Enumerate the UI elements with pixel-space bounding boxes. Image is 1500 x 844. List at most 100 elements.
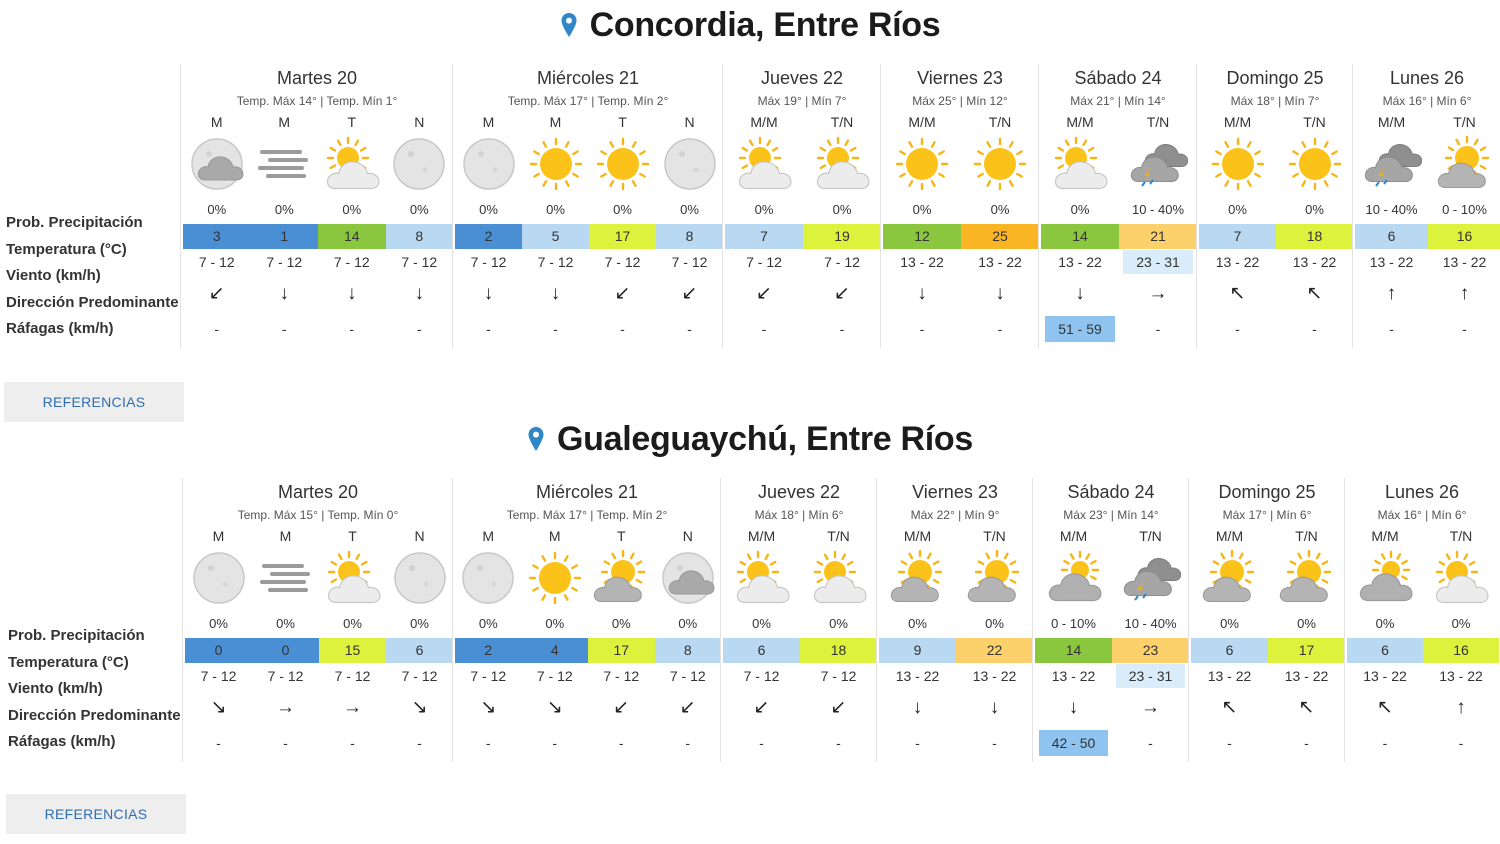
period-label: N xyxy=(414,528,425,544)
period-cell: M 0% 3 7 - 12 ↙ - xyxy=(183,64,251,348)
day-min-max: Máx 22° | Mín 9° xyxy=(910,508,1000,522)
day-column: Domingo 25 Máx 18° | Mín 7° M/M 0% 7 13 - 22 ↖… xyxy=(1196,64,1353,348)
precipitation-value: 0% xyxy=(1297,616,1316,631)
label-gusts: Ráfagas (km/h) xyxy=(6,320,114,337)
night-cloudy-icon xyxy=(191,138,244,190)
day-min-max: Máx 17° | Mín 6° xyxy=(1222,508,1312,522)
period-cell: M 0% 1 7 - 12 ↓ - xyxy=(250,64,318,348)
wind-direction-arrow-icon: ↘ xyxy=(480,697,497,718)
temperature-value: 14 xyxy=(318,224,386,249)
references-button[interactable]: REFERENCIAS xyxy=(4,382,184,422)
temperature-value: 2 xyxy=(455,638,522,663)
day-name: Martes 20 xyxy=(276,68,358,88)
references-button[interactable]: REFERENCIAS xyxy=(6,794,186,834)
day-name: Sábado 24 xyxy=(1074,68,1162,88)
period-label: T/N xyxy=(830,114,854,130)
precipitation-value: 0% xyxy=(611,616,631,631)
precipitation-value: 0% xyxy=(479,202,498,217)
moon-icon xyxy=(462,552,514,604)
gust-value: - xyxy=(416,321,422,337)
precipitation-value: 0% xyxy=(829,616,848,631)
moon-icon xyxy=(393,552,446,604)
period-label: M/M xyxy=(1066,114,1094,130)
location-pin-icon xyxy=(561,13,577,37)
sun-icon xyxy=(895,137,949,191)
temperature-value: 14 xyxy=(1041,224,1119,249)
period-cell: T 0% 17 7 - 12 ↙ - xyxy=(589,64,656,348)
wind-direction-arrow-icon: ↓ xyxy=(912,697,923,718)
day-name: Viernes 23 xyxy=(917,68,1003,88)
wind-direction-arrow-icon: ↓ xyxy=(1075,283,1085,304)
period-label: T/N xyxy=(1146,114,1170,130)
day-column: Sábado 24 Máx 23° | Mín 14° M/M 0 - 10% 14 13… xyxy=(1032,478,1189,762)
period-cell: T 0% 17 7 - 12 ↙ - xyxy=(588,478,655,762)
label-direction: Dirección Predominante xyxy=(8,707,181,724)
city-header: Concordia, Entre Ríos xyxy=(0,2,1500,48)
precipitation-value: 0% xyxy=(276,616,295,631)
sun-cloud-grey-icon xyxy=(594,550,646,603)
label-direction: Dirección Predominante xyxy=(6,294,179,311)
precipitation-value: 0% xyxy=(613,202,632,217)
wind-direction-arrow-icon: ↙ xyxy=(614,283,631,304)
wind-direction-arrow-icon: → xyxy=(1148,283,1168,304)
wind-value: 13 - 22 xyxy=(972,668,1017,684)
period-cell: N 0% 8 7 - 12 ↙ - xyxy=(656,64,723,348)
period-label: T xyxy=(616,528,626,544)
sun-cloud-icon xyxy=(326,136,380,190)
period-cell: N 0% 6 7 - 12 ↘ - xyxy=(386,478,453,762)
temperature-value: 0 xyxy=(252,638,319,663)
wind-direction-arrow-icon: ↑ xyxy=(1386,283,1397,304)
temperature-value: 9 xyxy=(879,638,956,663)
gust-value: - xyxy=(216,735,221,751)
day-name: Miércoles 21 xyxy=(535,482,639,502)
moon-icon xyxy=(192,552,245,604)
wind-direction-arrow-icon: → xyxy=(276,697,295,718)
sun-cloud-icon xyxy=(816,136,870,190)
wind-value: 7 - 12 xyxy=(746,254,782,270)
temperature-value: 23 xyxy=(1112,638,1189,663)
wind-direction-arrow-icon: ↓ xyxy=(1068,697,1079,718)
day-column: Jueves 22 Máx 19° | Mín 7° M/M 0% 7 7 - 12 ↙ - T… xyxy=(722,64,881,348)
wind-value: 7 - 12 xyxy=(334,668,371,684)
wind-value: 7 - 12 xyxy=(604,254,641,270)
sun-cloud-icon xyxy=(1054,136,1108,190)
gust-value: - xyxy=(997,321,1003,337)
precipitation-value: 0 - 10% xyxy=(1442,202,1487,217)
label-wind: Viento (km/h) xyxy=(8,680,103,697)
day-min-max: Temp. Máx 14° | Temp. Mín 1° xyxy=(236,94,398,108)
wind-direction-arrow-icon: ↘ xyxy=(411,697,428,718)
wind-direction-arrow-icon: → xyxy=(343,697,362,718)
period-label: T/N xyxy=(983,528,1006,544)
wind-direction-arrow-icon: ↖ xyxy=(1298,697,1315,718)
period-label: M/M xyxy=(903,528,932,544)
city-title: Concordia, Entre Ríos xyxy=(589,5,941,44)
gust-value: - xyxy=(281,321,287,337)
sun-icon xyxy=(596,137,649,191)
period-label: M/M xyxy=(1059,528,1088,544)
precipitation-value: 0% xyxy=(545,616,565,631)
period-cell: N 0% 8 7 - 12 ↓ - xyxy=(385,64,453,348)
precipitation-value: 0% xyxy=(680,202,699,217)
gust-value: - xyxy=(685,735,691,751)
gust-value: - xyxy=(1235,321,1240,337)
gust-value: - xyxy=(283,735,288,751)
wind-value: 7 - 12 xyxy=(401,254,438,270)
gust-value: - xyxy=(992,735,997,751)
wind-direction-arrow-icon: ↓ xyxy=(483,283,494,304)
gust-value: - xyxy=(759,735,764,751)
fog-icon xyxy=(258,150,309,178)
temperature-value: 17 xyxy=(588,638,655,663)
period-cell: T/N 0% 25 13 - 22 ↓ - xyxy=(961,64,1039,348)
gust-value: - xyxy=(214,321,220,337)
precipitation-value: 0% xyxy=(1228,202,1247,217)
day-min-max: Máx 16° | Mín 6° xyxy=(1382,94,1472,108)
precipitation-value: 0% xyxy=(274,202,294,217)
day-min-max: Máx 18° | Mín 7° xyxy=(1230,94,1320,108)
day-column: Miércoles 21 Temp. Máx 17° | Temp. Mín 2°… xyxy=(452,478,721,762)
gust-value: - xyxy=(1382,735,1388,751)
temperature-value: 2 xyxy=(455,224,522,249)
wind-value: 7 - 12 xyxy=(470,254,507,270)
sun-icon xyxy=(528,551,581,605)
period-label: T/N xyxy=(1295,528,1318,544)
gust-value: - xyxy=(350,735,355,751)
